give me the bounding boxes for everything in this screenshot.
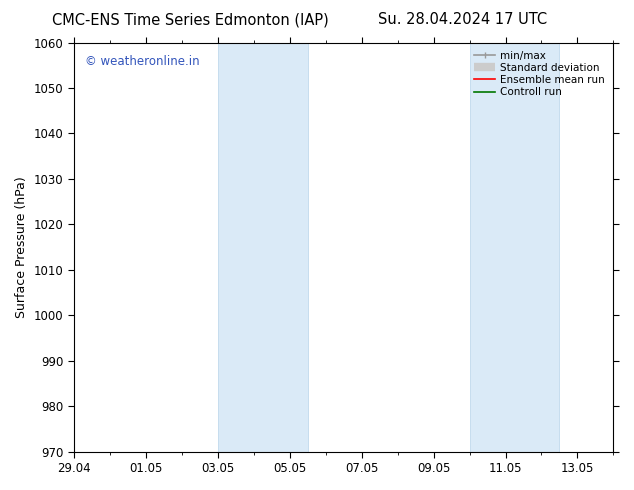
Text: Su. 28.04.2024 17 UTC: Su. 28.04.2024 17 UTC — [378, 12, 547, 27]
Text: © weatheronline.in: © weatheronline.in — [84, 55, 199, 68]
Legend: min/max, Standard deviation, Ensemble mean run, Controll run: min/max, Standard deviation, Ensemble me… — [471, 48, 608, 100]
Bar — [217, 43, 307, 452]
Y-axis label: Surface Pressure (hPa): Surface Pressure (hPa) — [15, 176, 28, 318]
Text: CMC-ENS Time Series Edmonton (IAP): CMC-ENS Time Series Edmonton (IAP) — [52, 12, 328, 27]
Bar — [470, 43, 559, 452]
